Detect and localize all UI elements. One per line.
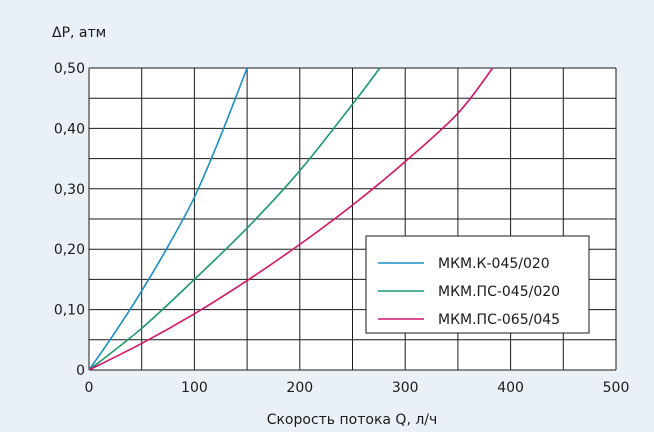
y-tick-label: 0,40 — [54, 121, 85, 137]
y-tick-label: 0,30 — [54, 182, 85, 198]
y-tick-labels: 0 0,10 0,20 0,30 0,40 0,50 — [54, 61, 85, 379]
x-axis-title: Скорость потока Q, л/ч — [267, 412, 438, 428]
x-tick-label: 0 — [85, 380, 94, 396]
x-tick-labels: 0 100 200 300 400 500 — [85, 380, 630, 396]
x-tick-label: 200 — [286, 380, 313, 396]
x-tick-label: 400 — [497, 380, 524, 396]
grid — [88, 67, 617, 371]
y-tick-label: 0 — [76, 363, 85, 379]
y-tick-label: 0,10 — [54, 303, 85, 319]
series-line-3 — [88, 67, 494, 371]
x-tick-label: 300 — [392, 380, 419, 396]
y-tick-label: 0,20 — [54, 242, 85, 258]
series-lines — [88, 67, 494, 371]
legend: МКМ.К-045/020 МКМ.ПС-045/020 МКМ.ПС-065/04… — [365, 235, 590, 334]
legend-box — [365, 235, 590, 334]
y-axis-title: ΔP, атм — [52, 25, 106, 41]
x-tick-label: 100 — [181, 380, 208, 396]
legend-label-1: МКМ.К-045/020 — [438, 256, 550, 272]
series-line-1 — [88, 67, 248, 371]
legend-label-3: МКМ.ПС-065/045 — [438, 312, 560, 328]
y-tick-label: 0,50 — [54, 61, 85, 77]
x-tick-label: 500 — [603, 380, 630, 396]
legend-label-2: МКМ.ПС-045/020 — [438, 284, 560, 300]
series-line-2 — [88, 67, 381, 371]
